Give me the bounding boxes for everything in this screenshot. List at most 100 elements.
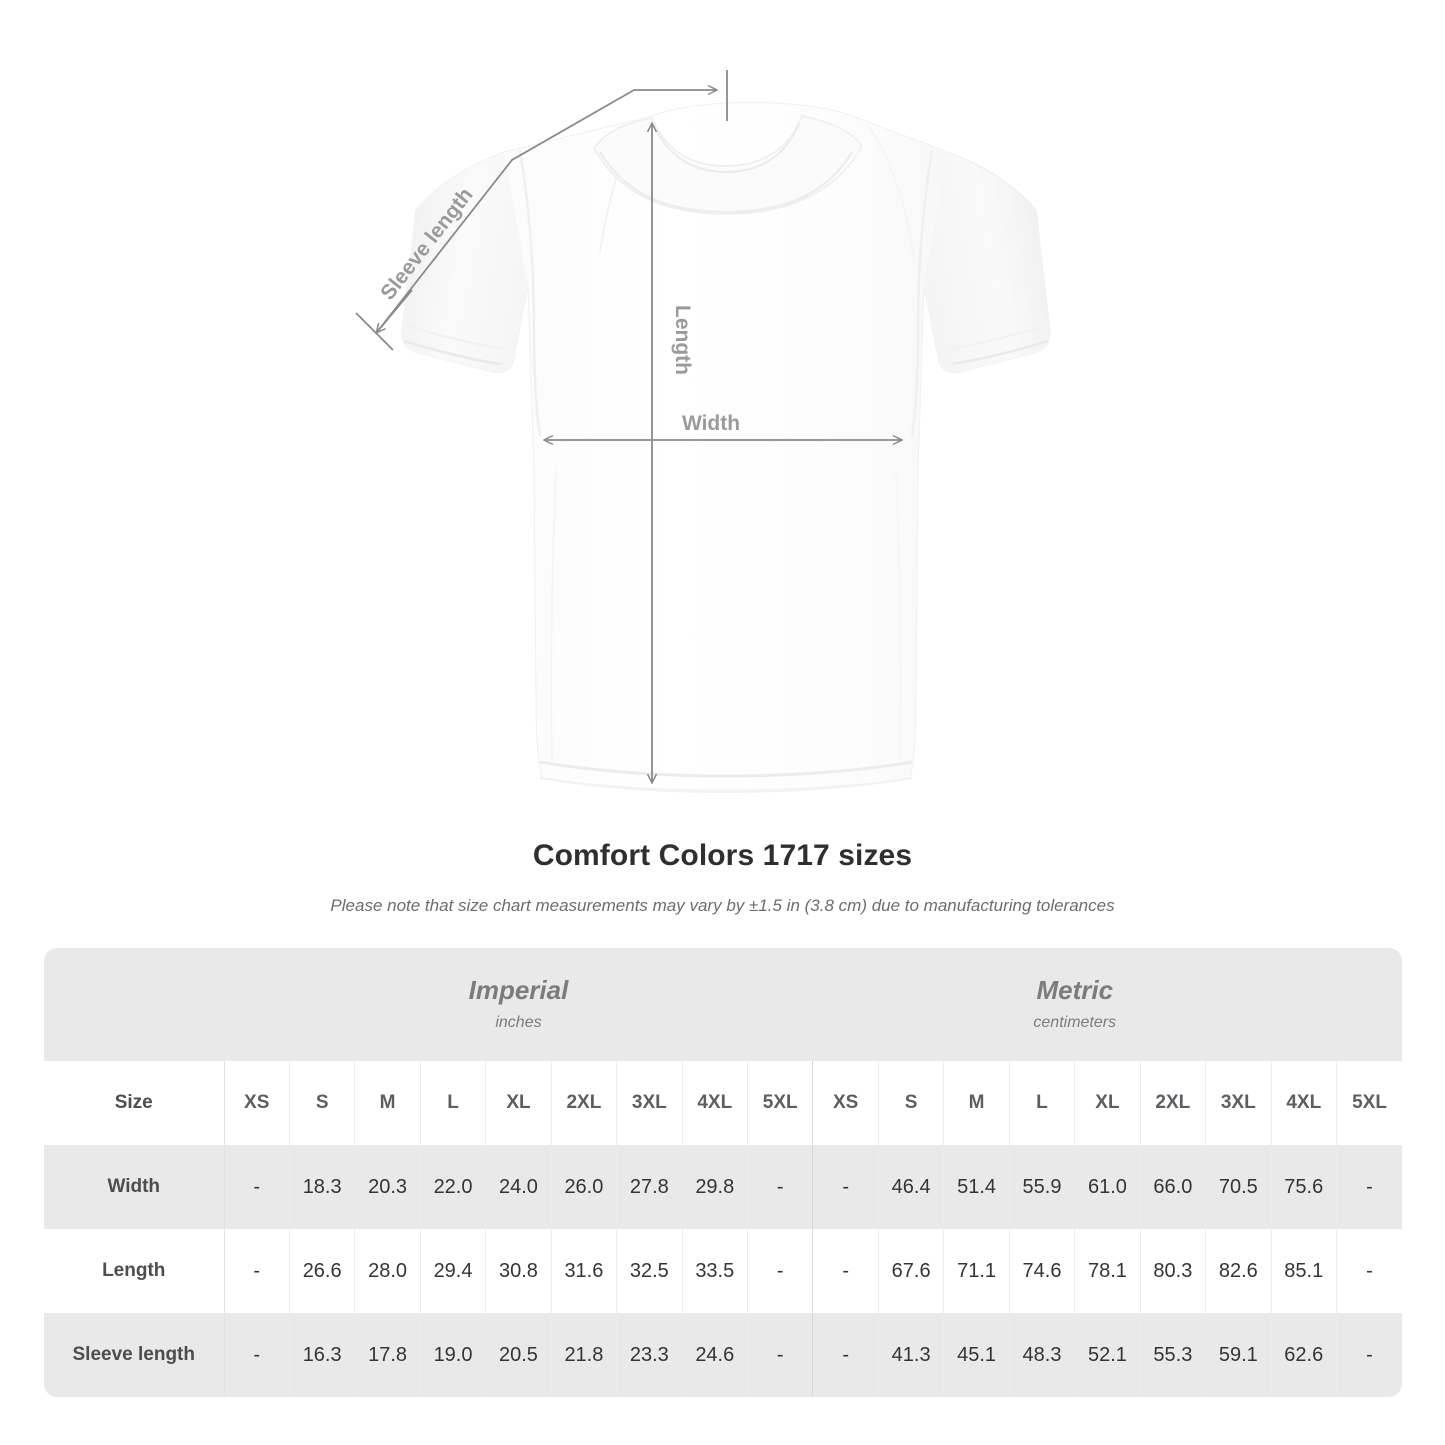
cell-width-met-3xl: 70.5 — [1205, 1145, 1272, 1229]
length-label: Length — [671, 305, 694, 375]
col-header-met-3xl: 3XL — [1205, 1061, 1272, 1145]
col-header-met-xl: XL — [1074, 1061, 1141, 1145]
sleeve-cuff-tick — [355, 312, 394, 351]
cell-length-imp-4xl: 33.5 — [682, 1229, 749, 1313]
col-header-imp-l: L — [420, 1061, 487, 1145]
size-chart-table: Imperial inches Metric centimeters Size … — [44, 948, 1402, 1397]
cell-width-imp-3xl: 27.8 — [616, 1145, 683, 1229]
cell-sleeve-imp-xl: 20.5 — [485, 1313, 552, 1397]
cell-length-imp-xl: 30.8 — [485, 1229, 552, 1313]
cell-width-met-2xl: 66.0 — [1140, 1145, 1207, 1229]
cell-sleeve-imp-5xl: - — [747, 1313, 814, 1397]
col-header-imp-xs: XS — [224, 1061, 290, 1145]
cell-length-imp-3xl: 32.5 — [616, 1229, 683, 1313]
col-header-imp-3xl: 3XL — [616, 1061, 683, 1145]
cell-width-imp-l: 22.0 — [420, 1145, 487, 1229]
unit-band-spacer-left — [44, 948, 224, 1061]
col-header-imp-s: S — [289, 1061, 356, 1145]
left-sleeve — [401, 153, 528, 373]
cell-length-met-5xl: - — [1336, 1229, 1402, 1313]
cell-sleeve-imp-3xl: 23.3 — [616, 1313, 683, 1397]
cell-length-imp-5xl: - — [747, 1229, 814, 1313]
table-row: Sleeve length - 16.3 17.8 19.0 20.5 21.8… — [44, 1313, 1402, 1397]
cell-length-met-4xl: 85.1 — [1271, 1229, 1338, 1313]
col-header-imp-4xl: 4XL — [682, 1061, 749, 1145]
cell-length-met-xl: 78.1 — [1074, 1229, 1141, 1313]
right-sleeve — [924, 153, 1051, 373]
right-sleeve-cuff — [951, 339, 1049, 366]
unit-sub-imperial: inches — [495, 1014, 542, 1032]
unit-name-metric: Metric — [1036, 975, 1114, 1006]
cell-width-imp-2xl: 26.0 — [551, 1145, 618, 1229]
cell-width-imp-4xl: 29.8 — [682, 1145, 749, 1229]
table-row: Width - 18.3 20.3 22.0 24.0 26.0 27.8 29… — [44, 1145, 1402, 1229]
title-block: Comfort Colors 1717 sizes Please note th… — [0, 838, 1445, 916]
col-header-imp-5xl: 5XL — [747, 1061, 814, 1145]
col-header-met-xs: XS — [812, 1061, 879, 1145]
cell-width-imp-5xl: - — [747, 1145, 814, 1229]
cell-sleeve-met-xs: - — [812, 1313, 879, 1397]
collar-shadow — [598, 151, 854, 214]
cell-length-met-2xl: 80.3 — [1140, 1229, 1207, 1313]
cell-width-imp-s: 18.3 — [289, 1145, 356, 1229]
page-title: Comfort Colors 1717 sizes — [532, 839, 913, 872]
right-side-seam — [895, 469, 902, 761]
unit-cell-metric: Metric centimeters — [812, 948, 1337, 1061]
cell-sleeve-met-3xl: 59.1 — [1205, 1313, 1272, 1397]
cell-sleeve-imp-4xl: 24.6 — [682, 1313, 749, 1397]
cell-width-imp-m: 20.3 — [354, 1145, 421, 1229]
cell-width-met-xl: 61.0 — [1074, 1145, 1141, 1229]
table-row: Length - 26.6 28.0 29.4 30.8 31.6 32.5 3… — [44, 1229, 1402, 1313]
collar-outer — [593, 115, 863, 215]
right-cuff-line — [947, 325, 1045, 350]
row-label-sleeve-length: Sleeve length — [44, 1313, 225, 1397]
tolerance-note: Please note that size chart measurements… — [330, 896, 1115, 915]
cell-sleeve-met-4xl: 62.6 — [1271, 1313, 1338, 1397]
cell-width-met-5xl: - — [1336, 1145, 1402, 1229]
cell-sleeve-imp-s: 16.3 — [289, 1313, 356, 1397]
width-label: Width — [682, 412, 740, 435]
col-header-met-4xl: 4XL — [1271, 1061, 1338, 1145]
size-header-row: Size XS S M L XL 2XL 3XL 4XL 5XL XS S M … — [44, 1061, 1402, 1145]
col-header-imp-xl: XL — [485, 1061, 552, 1145]
collar-inner — [653, 123, 800, 174]
cell-length-met-s: 67.6 — [878, 1229, 945, 1313]
bottom-hem-edge — [539, 777, 913, 794]
cell-sleeve-imp-xs: - — [224, 1313, 290, 1397]
tshirt-garment — [401, 102, 1051, 794]
unit-cell-imperial: Imperial inches — [224, 948, 813, 1061]
left-side-seam — [550, 469, 557, 761]
cell-sleeve-met-m: 45.1 — [943, 1313, 1010, 1397]
cell-sleeve-met-5xl: - — [1336, 1313, 1402, 1397]
col-header-imp-2xl: 2XL — [551, 1061, 618, 1145]
cell-length-met-3xl: 82.6 — [1205, 1229, 1272, 1313]
left-armhole-seam — [518, 149, 542, 437]
bottom-hem — [539, 760, 913, 778]
cell-length-met-xs: - — [812, 1229, 879, 1313]
cell-length-met-m: 71.1 — [943, 1229, 1010, 1313]
tshirt-svg: Sleeve length Length Width — [355, 70, 1051, 794]
cell-sleeve-imp-2xl: 21.8 — [551, 1313, 618, 1397]
left-sleeve-cuff — [403, 339, 501, 366]
cell-width-met-4xl: 75.6 — [1271, 1145, 1338, 1229]
unit-band-spacer-right — [1336, 948, 1402, 1061]
size-chart-table-wrap: Imperial inches Metric centimeters Size … — [44, 948, 1402, 1397]
sleeve-arrow-end — [377, 289, 413, 332]
cell-width-met-m: 51.4 — [943, 1145, 1010, 1229]
col-header-met-l: L — [1009, 1061, 1076, 1145]
unit-sub-metric: centimeters — [1033, 1014, 1117, 1032]
left-cuff-line — [407, 325, 505, 350]
cell-sleeve-met-s: 41.3 — [878, 1313, 945, 1397]
cell-sleeve-imp-l: 19.0 — [420, 1313, 487, 1397]
cell-sleeve-imp-m: 17.8 — [354, 1313, 421, 1397]
cell-length-imp-l: 29.4 — [420, 1229, 487, 1313]
unit-band-row: Imperial inches Metric centimeters — [44, 948, 1402, 1061]
cell-sleeve-met-l: 48.3 — [1009, 1313, 1076, 1397]
cell-width-met-xs: - — [812, 1145, 879, 1229]
col-header-met-5xl: 5XL — [1336, 1061, 1402, 1145]
unit-name-imperial: Imperial — [468, 975, 569, 1006]
cell-sleeve-met-xl: 52.1 — [1074, 1313, 1141, 1397]
cell-length-imp-s: 26.6 — [289, 1229, 356, 1313]
col-header-met-m: M — [943, 1061, 1010, 1145]
cell-length-imp-m: 28.0 — [354, 1229, 421, 1313]
